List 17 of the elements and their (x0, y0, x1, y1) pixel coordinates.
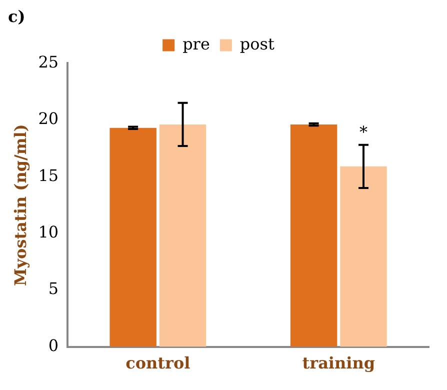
bar (340, 166, 387, 347)
chart-title: c) (8, 6, 26, 26)
y-tick-label: 15 (38, 166, 59, 185)
bar (110, 128, 156, 347)
legend-label: post (240, 34, 276, 54)
y-tick-label: 10 (38, 222, 59, 242)
x-tick-label: control (126, 354, 190, 373)
annotation: * (359, 122, 368, 142)
bar (159, 124, 206, 347)
y-tick-label: 5 (48, 279, 59, 298)
bar (290, 124, 338, 347)
y-tick-label: 25 (38, 52, 59, 72)
y-tick-label: 20 (38, 109, 59, 128)
x-tick-label: training (302, 354, 376, 373)
y-axis-title: Myostatin (ng/ml) (10, 124, 30, 286)
y-tick-label: 0 (48, 336, 59, 355)
legend-label: pre (182, 34, 210, 54)
